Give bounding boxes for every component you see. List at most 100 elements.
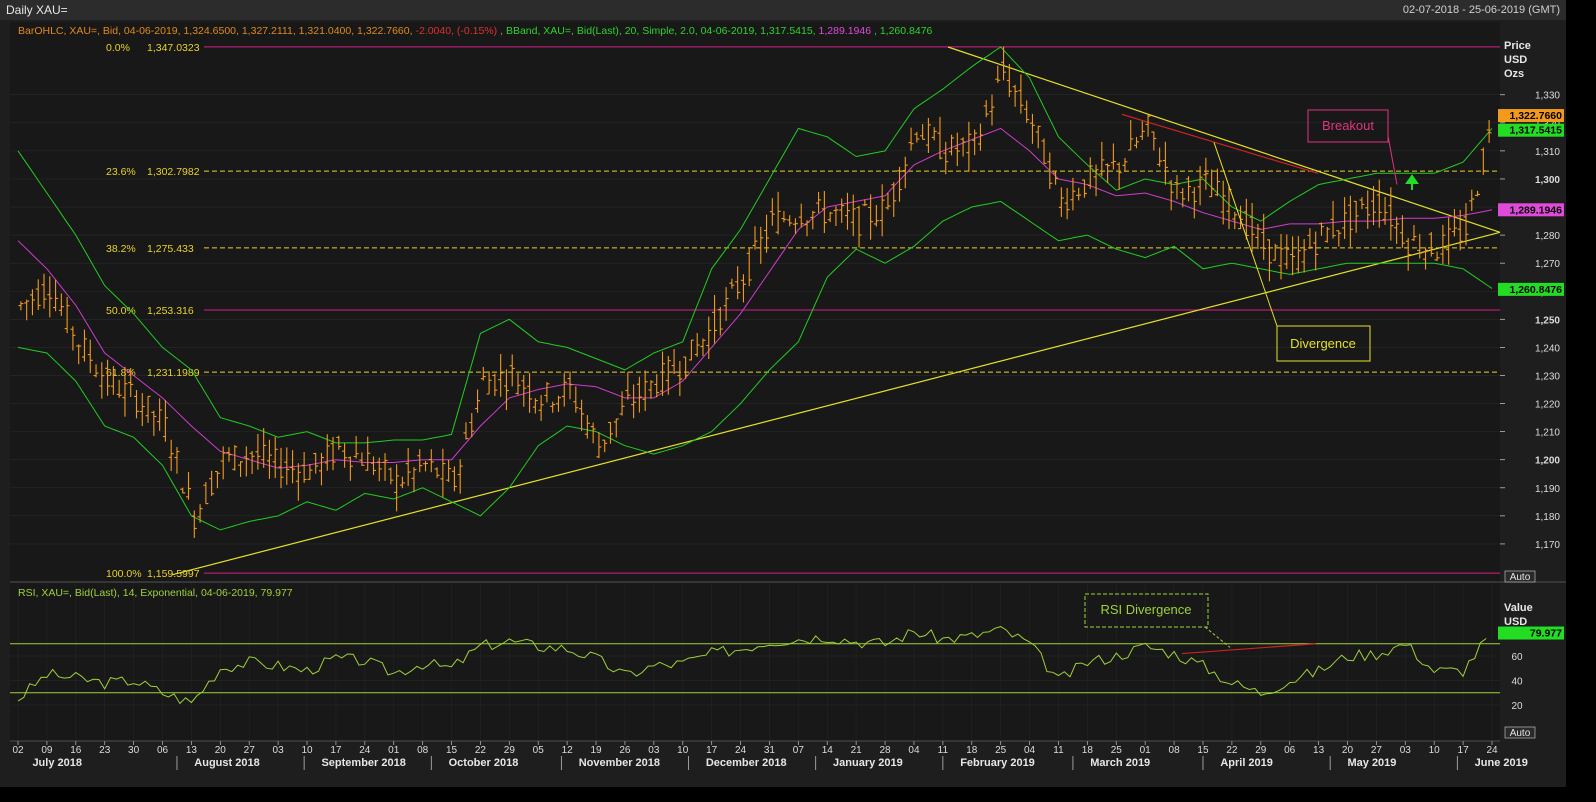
price-tick-label: 1,200 (1535, 456, 1560, 467)
ohlc-bar (359, 452, 365, 466)
ohlc-bar (555, 395, 561, 412)
ohlc-bar (532, 398, 538, 414)
ohlc-bar (1128, 119, 1134, 151)
day-tick-label: 01 (388, 745, 400, 756)
ohlc-bar (949, 134, 955, 156)
ohlc-bar (255, 433, 261, 470)
ohlc-bar (128, 367, 134, 398)
ohlc-bar (636, 376, 642, 413)
fib-value-label: 1,275.433 (147, 243, 194, 255)
ohlc-bar (370, 456, 376, 475)
price-auto-button[interactable]: Auto (1504, 570, 1536, 583)
ohlc-bar (1284, 234, 1290, 270)
day-tick-label: 13 (186, 745, 198, 756)
month-label: September 2018 (321, 757, 405, 769)
ohlc-bar (1313, 231, 1319, 271)
day-tick-label: 10 (301, 745, 313, 756)
ohlc-bar (1301, 239, 1307, 273)
ohlc-bar (197, 504, 203, 523)
ohlc-bar (1001, 46, 1007, 81)
ohlc-bar (417, 449, 423, 473)
day-tick-label: 05 (533, 745, 545, 756)
price-axis-title-2: USD (1504, 54, 1527, 66)
month-label: February 2019 (960, 757, 1035, 769)
grid-layer (10, 94, 1500, 741)
ohlc-bar (342, 443, 348, 468)
ohlc-bar (972, 129, 978, 156)
day-tick-label: 14 (822, 745, 834, 756)
price-auto-label: Auto (1510, 572, 1531, 583)
ohlc-bar (810, 210, 816, 230)
ohlc-bar (1105, 163, 1111, 184)
ohlc-bar (821, 191, 827, 234)
ohlc-bar (1064, 188, 1070, 220)
ohlc-bar (827, 211, 833, 223)
ohlc-bar (700, 338, 706, 357)
ohlc-bar (1382, 196, 1388, 225)
ohlc-bar (29, 289, 35, 316)
chart-svg[interactable]: 0.0% 1,347.0323 23.6% 1,302.7982 38.2% 1,275.… (0, 20, 1566, 787)
ohlc-bar (313, 452, 319, 474)
day-tick-label: 11 (938, 745, 949, 756)
ohlc-change: -2.0040, (-0.15%) (415, 25, 497, 37)
ohlc-bar (1417, 233, 1423, 259)
ohlc-bar (157, 398, 163, 431)
price-high-line (1121, 113, 1319, 174)
ohlc-bar (868, 194, 874, 240)
ohlc-bar (1423, 247, 1429, 270)
ohlc-bar (93, 364, 99, 378)
rsi-auto-button[interactable]: Auto (1504, 726, 1536, 739)
price-tick-label: 1,310 (1535, 147, 1560, 158)
ohlc-bar (850, 194, 856, 237)
ohlc-bar (521, 374, 527, 407)
bband-lower-line (17, 200, 1493, 531)
ohlc-bar (625, 372, 631, 400)
ohlc-bar (879, 184, 885, 237)
divergence-pointer (1213, 142, 1278, 327)
ohlc-bar (931, 127, 937, 141)
ohlc-bar (151, 410, 157, 436)
day-tick-label: 27 (1371, 745, 1383, 756)
ohlc-bar (671, 349, 677, 375)
annotation-layer: Breakout Divergence (1213, 109, 1419, 362)
ohlc-bar (1099, 141, 1105, 177)
ohlc-bar (475, 389, 481, 413)
ohlc-bar (561, 373, 567, 407)
day-tick-label: 13 (1313, 745, 1325, 756)
day-tick-label: 22 (475, 745, 487, 756)
ohlc-bar (1238, 205, 1244, 230)
ohlc-bar (769, 198, 775, 226)
rsi-panel (10, 583, 1500, 741)
ohlc-bar (1347, 195, 1353, 247)
ohlc-bar (272, 436, 278, 479)
ohlc-bar (18, 301, 24, 311)
ohlc-bar (290, 450, 296, 484)
ohlc-bar (318, 452, 324, 486)
ohlc-bar (238, 461, 244, 477)
price-badge (1498, 123, 1564, 137)
ohlc-bar (295, 463, 301, 501)
ohlc-bar (1428, 232, 1434, 257)
window-title: Daily XAU= (6, 3, 68, 17)
ohlc-bar (515, 373, 521, 395)
ohlc-bar (584, 415, 590, 439)
day-tick-label: 22 (1226, 745, 1238, 756)
day-tick-label: 06 (157, 745, 169, 756)
ohlc-bar (607, 421, 613, 444)
ohlc-bar (24, 299, 30, 321)
day-tick-label: 20 (1342, 745, 1354, 756)
ohlc-bar (954, 132, 960, 167)
ohlc-bar (347, 456, 353, 481)
rsi-axis-title-1: Value (1504, 602, 1533, 614)
ohlc-bar (1324, 226, 1330, 243)
fib-value-label: 1,347.0323 (147, 42, 200, 54)
ohlc-bar (278, 447, 284, 489)
ohlc-bar (856, 205, 862, 248)
ohlc-bar (399, 476, 405, 489)
price-tick-label: 1,300 (1535, 175, 1560, 186)
ohlc-bar (1330, 200, 1336, 239)
price-badge-label: 1,260.8476 (1509, 284, 1562, 296)
ohlc-bar (891, 182, 897, 217)
ohlc-bar (1197, 166, 1203, 206)
ohlc-bar (330, 436, 336, 471)
